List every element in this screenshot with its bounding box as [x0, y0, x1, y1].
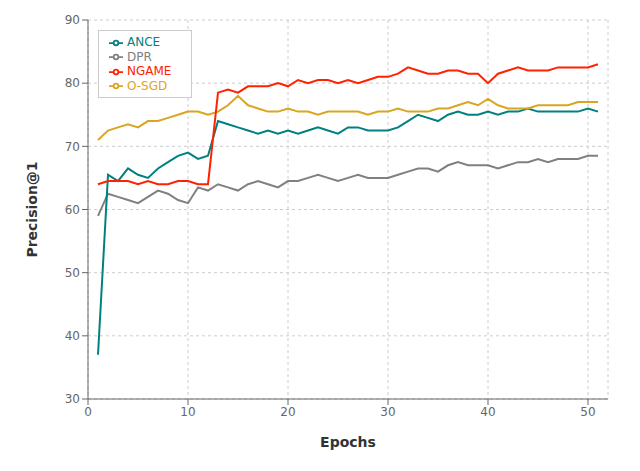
svg-text:10: 10: [180, 405, 195, 419]
html-text:NGAME: NGAME: [127, 64, 172, 78]
svg-text:60: 60: [65, 203, 80, 217]
html-text:O-SGD: O-SGD: [127, 78, 168, 93]
svg-text:20: 20: [280, 405, 295, 419]
svg-text:50: 50: [65, 266, 80, 280]
svg-text:80: 80: [65, 76, 80, 90]
html-text:DPR: DPR: [127, 49, 152, 64]
svg-text:50: 50: [580, 405, 595, 419]
svg-text:90: 90: [65, 13, 80, 27]
svg-text:0: 0: [84, 405, 92, 419]
svg-text:Precision@1: Precision@1: [24, 161, 40, 257]
svg-text:30: 30: [65, 392, 80, 406]
svg-text:40: 40: [480, 405, 495, 419]
svg-text:Epochs: Epochs: [320, 434, 376, 450]
svg-text:40: 40: [65, 329, 80, 343]
html-text:ANCE: ANCE: [127, 35, 161, 49]
svg-text:30: 30: [380, 405, 395, 419]
svg-text:70: 70: [65, 140, 80, 154]
